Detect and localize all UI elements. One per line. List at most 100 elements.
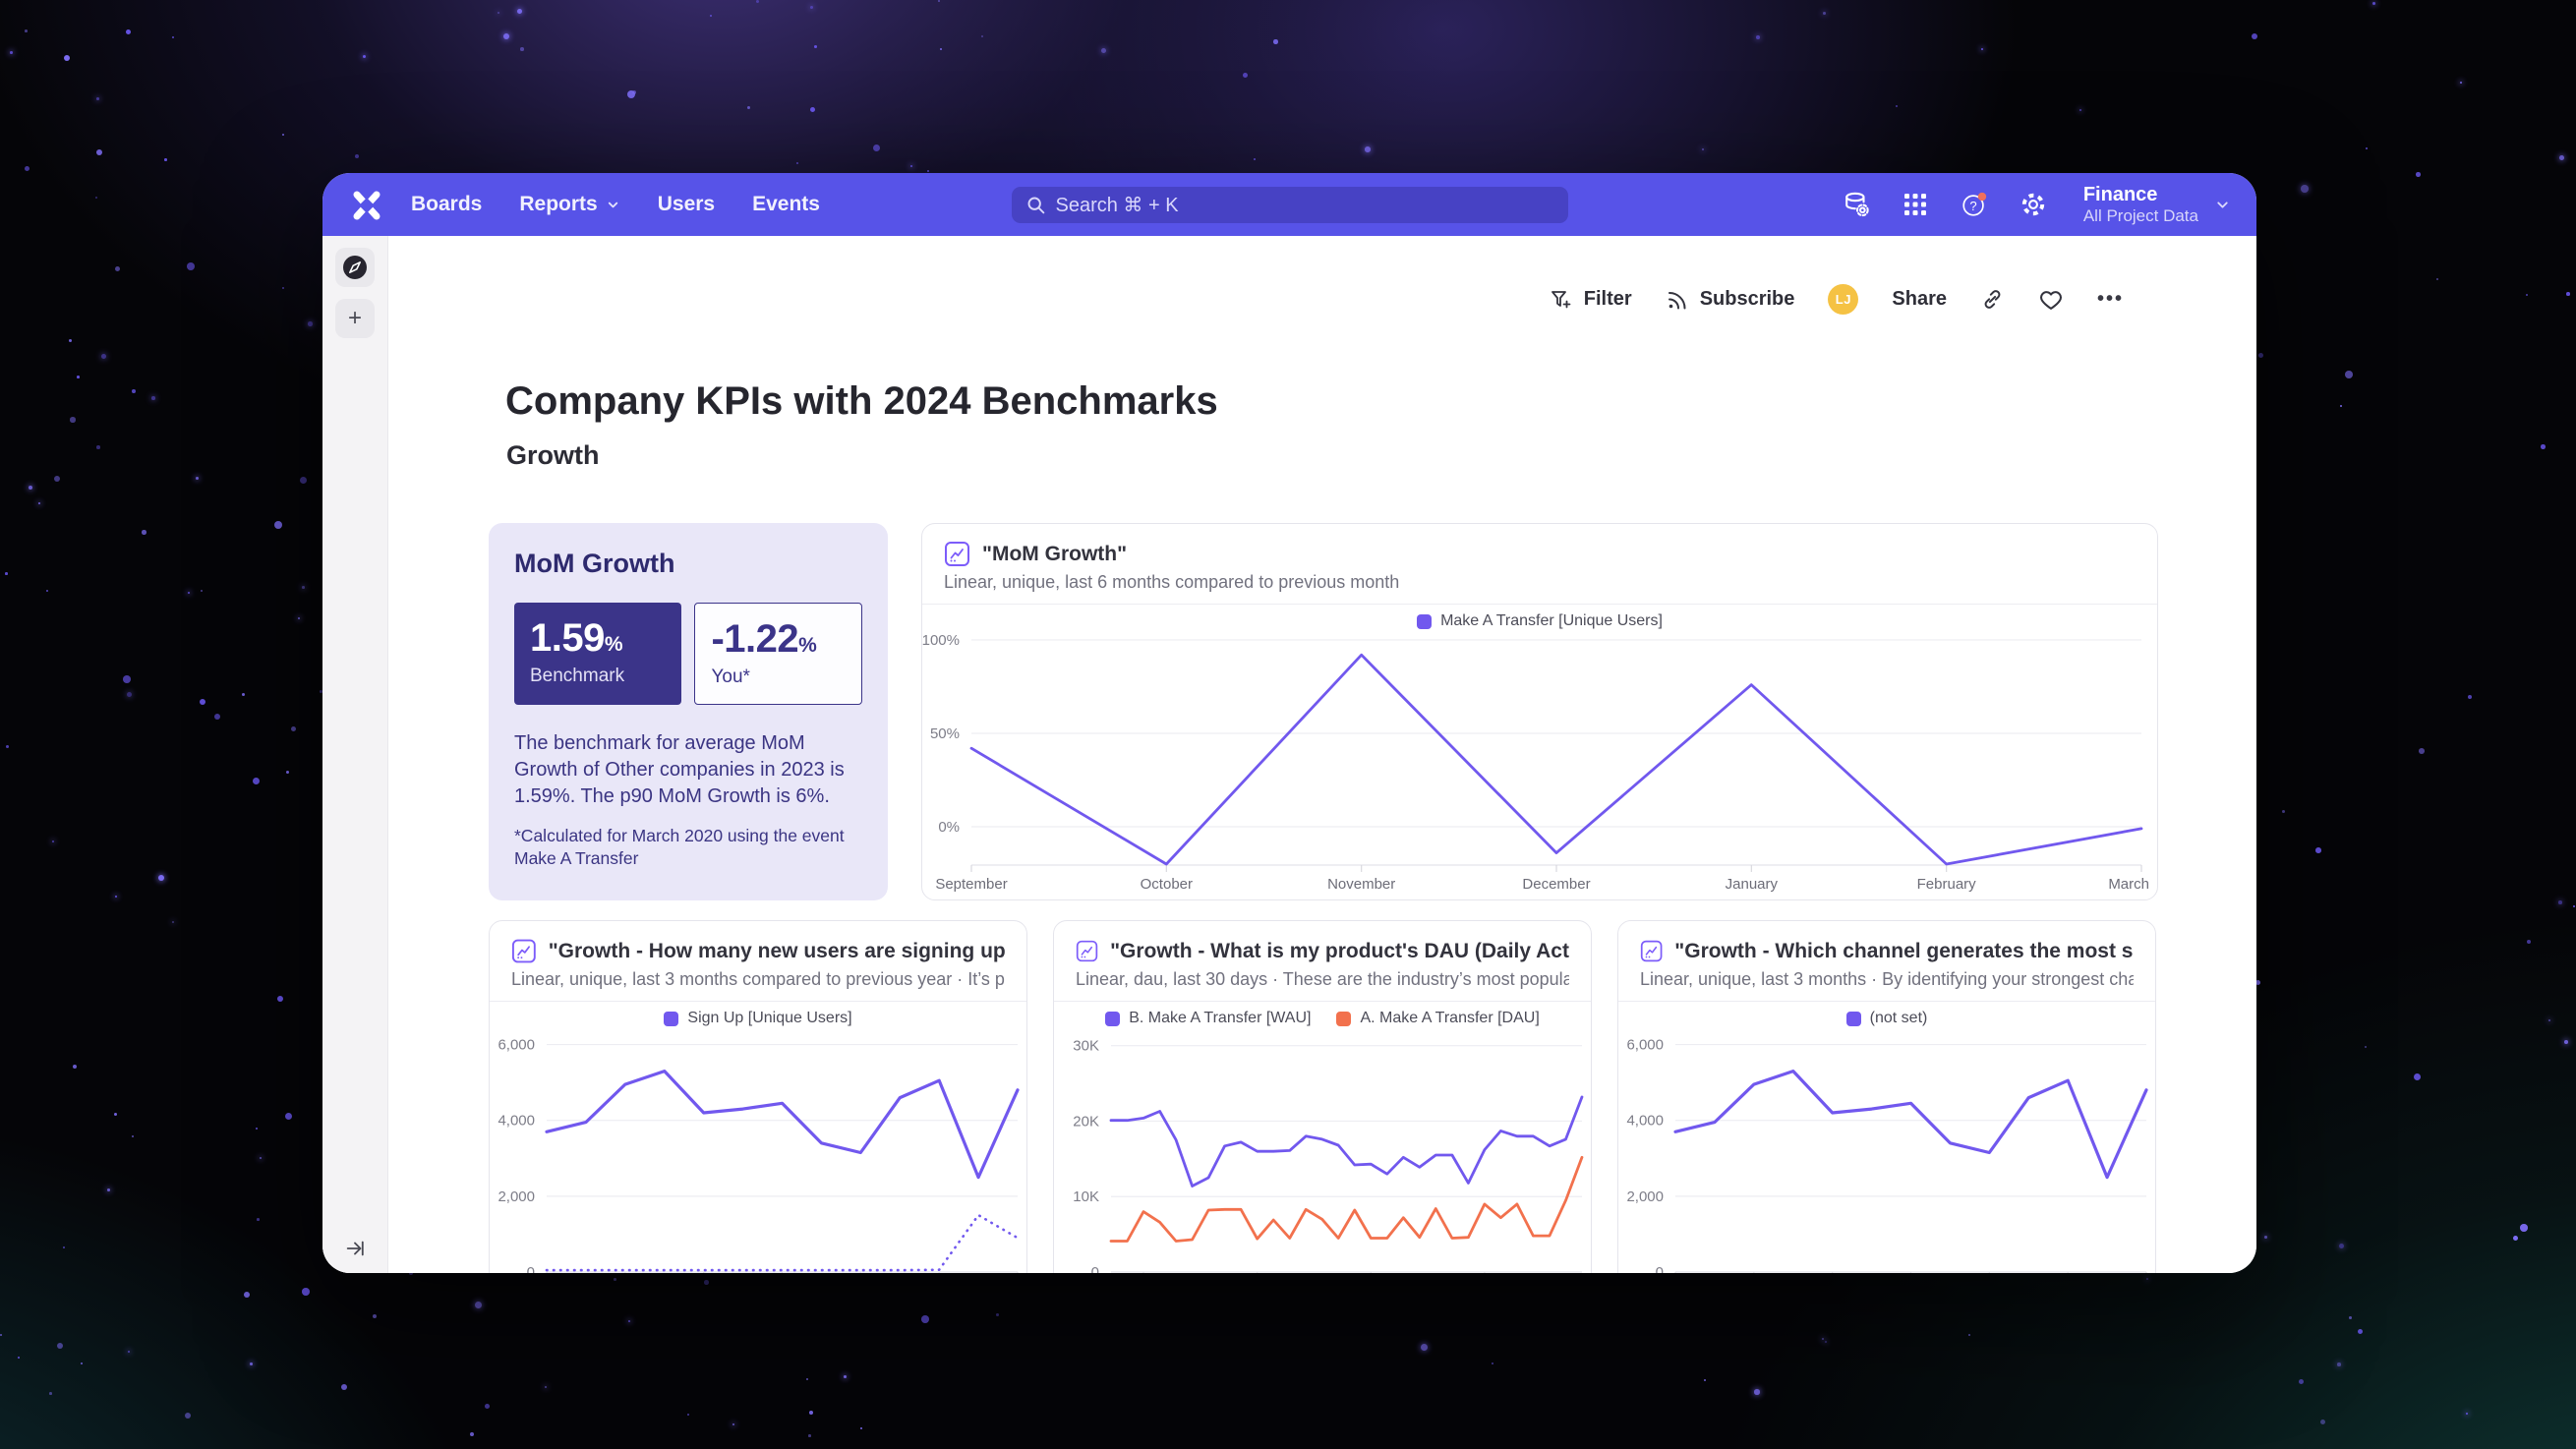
- you-value-tile: -1.22% You*: [694, 603, 862, 705]
- project-switcher[interactable]: Finance All Project Data: [2083, 183, 2231, 226]
- legend-swatch-icon: [1845, 1011, 1861, 1026]
- legend-item[interactable]: B. Make A Transfer [WAU]: [1105, 1010, 1311, 1027]
- project-name: Finance: [2082, 184, 2158, 205]
- benchmark-label: Benchmark: [530, 666, 625, 686]
- nav-item-users[interactable]: Users: [658, 193, 715, 216]
- legend-swatch-icon: [1105, 1011, 1121, 1026]
- legend-label: (not set): [1869, 1010, 1928, 1026]
- nav-item-events[interactable]: Events: [752, 193, 820, 216]
- settings-gear-icon[interactable]: [2019, 190, 2048, 219]
- svg-text:December: December: [1522, 876, 1590, 893]
- svg-text:10K: 10K: [1073, 1188, 1099, 1205]
- chart-legend: Make A Transfer [Unique Users]: [922, 609, 2157, 633]
- cards-row-1: MoM Growth 1.59% Benchmark -1.22% You*: [489, 523, 2158, 900]
- sidebar-expand-button[interactable]: [322, 1238, 387, 1259]
- svg-text:January: January: [1726, 876, 1779, 893]
- search-input[interactable]: Search ⌘ + K: [1011, 186, 1568, 223]
- more-options-button[interactable]: •••: [2096, 288, 2124, 310]
- nav-item-label: Reports: [519, 193, 598, 215]
- chart-legend: (not set): [1618, 1007, 2155, 1030]
- svg-text:2,000: 2,000: [498, 1188, 535, 1205]
- rss-icon: [1668, 291, 1686, 309]
- benchmark-value: 1.59: [530, 616, 605, 660]
- svg-text:?: ?: [1969, 199, 1976, 213]
- apps-grid-icon[interactable]: [1901, 190, 1930, 219]
- benchmark-value-tile: 1.59% Benchmark: [514, 603, 682, 705]
- svg-text:September: September: [935, 876, 1007, 893]
- legend-item[interactable]: A. Make A Transfer [DAU]: [1336, 1010, 1540, 1027]
- svg-text:0: 0: [1656, 1264, 1664, 1273]
- sidebar-add-button[interactable]: +: [335, 299, 375, 338]
- legend-item[interactable]: Sign Up [Unique Users]: [664, 1010, 852, 1027]
- chart-card-dau[interactable]: "Growth - What is my product's DAU (Dail…: [1053, 920, 1592, 1273]
- svg-text:November: November: [1327, 876, 1395, 893]
- chart-header: "MoM Growth" Linear, unique, last 6 mont…: [922, 524, 2157, 605]
- chevron-down-icon: [2217, 201, 2228, 208]
- page-title: Company KPIs with 2024 Benchmarks: [505, 379, 1218, 423]
- favorite-button[interactable]: [2038, 287, 2064, 313]
- chart-title[interactable]: "Growth - Which channel generates the mo…: [1674, 939, 2134, 962]
- legend-item[interactable]: Make A Transfer [Unique Users]: [1417, 612, 1663, 630]
- chart-title[interactable]: "MoM Growth": [982, 542, 1128, 565]
- compass-icon: [343, 256, 367, 279]
- legend-item[interactable]: (not set): [1845, 1010, 1928, 1027]
- heart-icon: [2040, 290, 2062, 310]
- svg-text:50%: 50%: [930, 725, 960, 742]
- nav-item-label: Boards: [411, 193, 483, 215]
- legend-swatch-icon: [1336, 1011, 1352, 1026]
- legend-swatch-icon: [1417, 613, 1433, 629]
- search-icon: [1027, 197, 1044, 213]
- nav-item-label: Events: [752, 193, 820, 215]
- svg-text:30K: 30K: [1073, 1038, 1099, 1055]
- nav-item-label: Users: [657, 193, 716, 215]
- share-button[interactable]: Share: [1892, 288, 1947, 311]
- filter-label: Filter: [1583, 288, 1632, 310]
- svg-text:100%: 100%: [922, 633, 960, 649]
- svg-text:March: March: [2108, 876, 2149, 893]
- left-sidebar: +: [322, 236, 388, 1273]
- line-chart: 010K20K30KMar 2Mar 9Mar 16Mar 23: [1054, 1030, 1591, 1273]
- section-title: Growth: [506, 440, 600, 470]
- chart-title[interactable]: "Growth - What is my product's DAU (Dail…: [1110, 939, 1569, 962]
- subscribe-label: Subscribe: [1699, 288, 1795, 310]
- nav-item-boards[interactable]: Boards: [411, 193, 482, 216]
- svg-text:October: October: [1141, 876, 1193, 893]
- svg-text:0%: 0%: [938, 819, 960, 836]
- filter-icon: [1551, 290, 1571, 308]
- nav-right-group: ? Finance All Project Data: [1842, 183, 2231, 226]
- chart-card-new-users[interactable]: "Growth - How many new users are signing…: [489, 920, 1027, 1273]
- nav-item-reports[interactable]: Reports: [519, 193, 619, 216]
- insights-icon: [1076, 940, 1098, 962]
- user-avatar[interactable]: LJ: [1828, 284, 1859, 315]
- link-icon: [1984, 290, 2001, 309]
- help-icon[interactable]: ?: [1960, 190, 1989, 219]
- top-nav: Boards Reports Users Events Search ⌘ + K: [322, 173, 2256, 236]
- chart-legend: B. Make A Transfer [WAU] A. Make A Transf…: [1054, 1007, 1591, 1030]
- chart-title[interactable]: "Growth - How many new users are signing…: [548, 939, 1005, 962]
- svg-text:6,000: 6,000: [1626, 1037, 1664, 1054]
- benchmark-description: The benchmark for average MoM Growth of …: [514, 732, 845, 807]
- subscribe-button[interactable]: Subscribe: [1666, 288, 1795, 312]
- svg-text:4,000: 4,000: [1626, 1113, 1664, 1130]
- benchmark-card[interactable]: MoM Growth 1.59% Benchmark -1.22% You*: [489, 523, 888, 900]
- chart-card-mom-growth[interactable]: "MoM Growth" Linear, unique, last 6 mont…: [921, 523, 2158, 900]
- copy-link-button[interactable]: [1980, 287, 2005, 312]
- board-content: Filter Subscribe LJ Share: [388, 236, 2256, 1273]
- nav-menu: Boards Reports Users Events: [411, 193, 820, 216]
- sidebar-board-button[interactable]: [335, 248, 375, 287]
- mixpanel-logo-icon[interactable]: [348, 186, 385, 223]
- chart-card-signup-channels[interactable]: "Growth - Which channel generates the mo…: [1617, 920, 2156, 1273]
- you-value: -1.22: [711, 617, 799, 661]
- share-label: Share: [1892, 288, 1947, 310]
- line-chart: 0% 50% 100% September October November Decembe…: [922, 633, 2157, 899]
- benchmark-card-title: MoM Growth: [514, 549, 675, 578]
- board-toolbar: Filter Subscribe LJ Share: [1550, 284, 2124, 315]
- search-placeholder: Search ⌘ + K: [1055, 194, 1179, 216]
- expand-sidebar-icon: [346, 1241, 364, 1256]
- legend-label: B. Make A Transfer [WAU]: [1129, 1010, 1312, 1026]
- data-management-icon[interactable]: [1842, 190, 1871, 219]
- filter-button[interactable]: Filter: [1550, 288, 1632, 312]
- you-label: You*: [711, 667, 750, 687]
